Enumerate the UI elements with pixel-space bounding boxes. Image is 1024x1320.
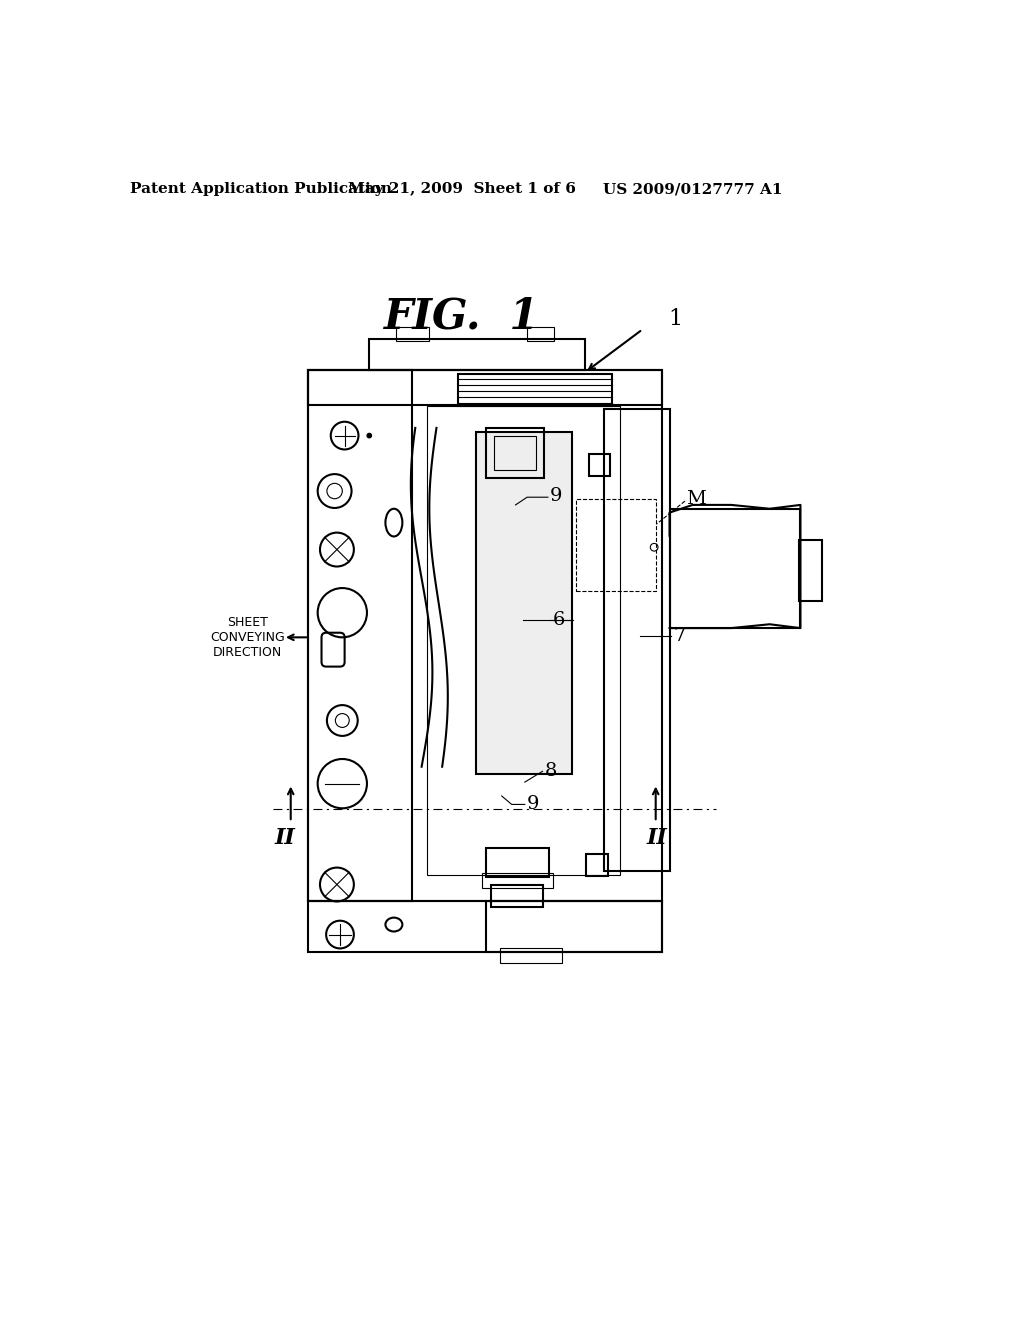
Bar — [486, 902, 662, 952]
Bar — [486, 428, 544, 478]
Text: 7: 7 — [674, 627, 686, 644]
Circle shape — [367, 433, 372, 438]
Text: May 21, 2009  Sheet 1 of 6: May 21, 2009 Sheet 1 of 6 — [348, 182, 575, 197]
Bar — [396, 327, 429, 341]
Bar — [670, 508, 801, 628]
Text: 8: 8 — [545, 762, 557, 780]
Bar — [427, 407, 620, 875]
Text: 6: 6 — [553, 611, 565, 630]
Text: II: II — [274, 826, 295, 849]
Bar — [799, 540, 822, 601]
Bar — [475, 432, 571, 775]
Bar — [307, 902, 662, 952]
Bar — [482, 873, 553, 888]
Bar — [575, 499, 655, 591]
Text: SHEET
CONVEYING
DIRECTION: SHEET CONVEYING DIRECTION — [210, 616, 285, 659]
Bar — [500, 948, 562, 964]
Bar — [604, 409, 670, 871]
Text: Patent Application Publication: Patent Application Publication — [130, 182, 392, 197]
Text: 9: 9 — [550, 487, 563, 504]
Text: 1: 1 — [668, 308, 682, 330]
Bar — [370, 339, 585, 370]
Bar — [490, 886, 544, 907]
Bar — [527, 327, 554, 341]
Bar — [307, 370, 412, 902]
Bar — [486, 847, 550, 876]
Text: M: M — [686, 490, 707, 508]
Bar — [307, 370, 662, 902]
Text: US 2009/0127777 A1: US 2009/0127777 A1 — [603, 182, 782, 197]
Text: 9: 9 — [527, 795, 540, 813]
Bar — [494, 436, 537, 470]
Bar — [307, 370, 662, 405]
Text: II: II — [647, 826, 668, 849]
Bar — [458, 374, 611, 407]
Bar — [589, 454, 610, 475]
Bar — [587, 854, 608, 876]
Text: FIG.  1: FIG. 1 — [384, 296, 540, 337]
